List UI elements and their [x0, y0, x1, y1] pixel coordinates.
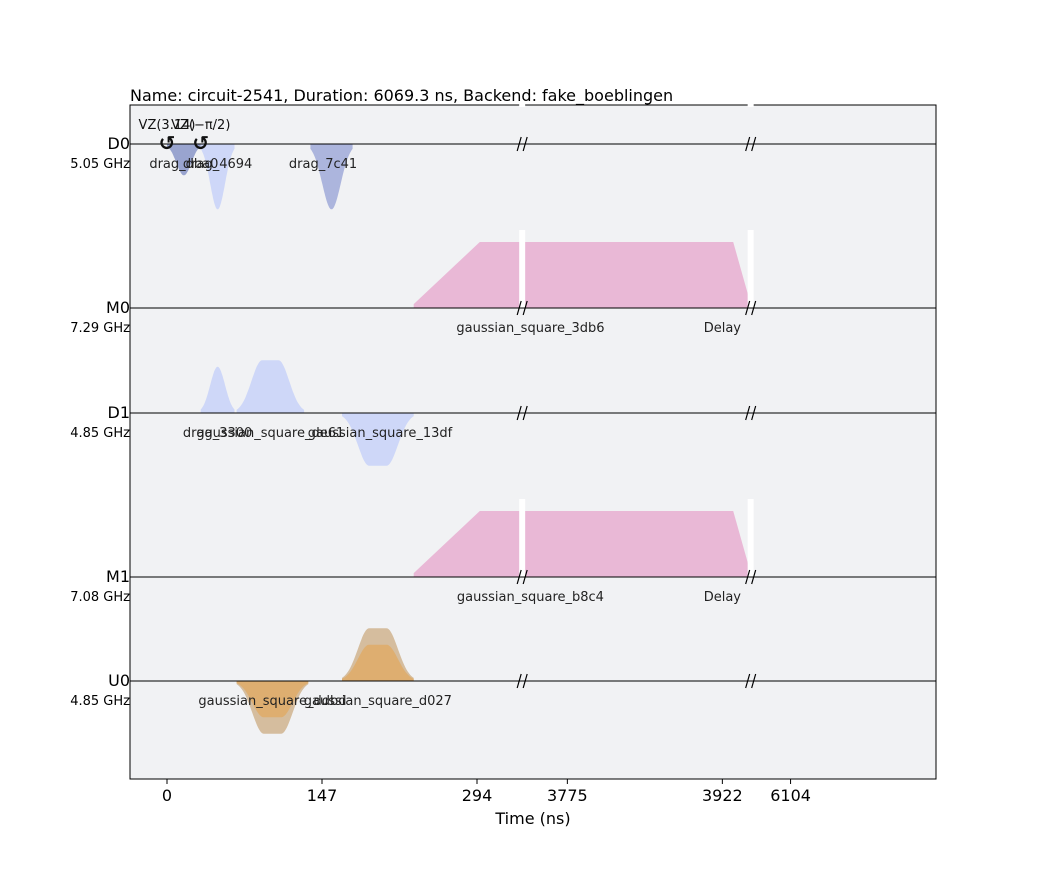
pulse-label-gaussian-square-b8c4: gaussian_square_b8c4 — [457, 590, 604, 605]
axis-break-mark-m0-0b — [522, 300, 528, 316]
x-tick-label-3775: 3775 — [547, 786, 588, 805]
axis-break-mark-u0-0a — [516, 673, 522, 689]
pulse-gaussian-square-d027-real — [342, 644, 414, 681]
pulse-drag-3300 — [200, 366, 235, 413]
axis-break-gap-m1-0 — [519, 499, 526, 577]
pulse-drag-4694 — [200, 144, 235, 210]
channel-name-d1: D1 — [108, 403, 131, 422]
axis-break-mark-m1-1b — [751, 569, 757, 585]
delay-label-m1-0: Delay — [704, 590, 742, 605]
axis-break-mark-d1-1a — [745, 405, 751, 421]
channel-freq-d1: 4.85 GHz — [70, 426, 130, 441]
chart-title: Name: circuit-2541, Duration: 6069.3 ns,… — [130, 86, 673, 106]
x-tick-label-6104: 6104 — [770, 786, 811, 805]
x-axis-title: Time (ns) — [494, 809, 570, 828]
axis-break-mark-d0-0b — [522, 136, 528, 152]
x-axis: 0 147 294 3775 3922 6104 — [162, 779, 811, 805]
x-tick-label-147: 147 — [307, 786, 338, 805]
axis-break-mark-u0-1a — [745, 673, 751, 689]
channel-name-d0: D0 — [108, 134, 131, 153]
pulse-gaussian-square-3db6 — [413, 242, 751, 308]
channel-freq-d0: 5.05 GHz — [70, 157, 130, 172]
pulse-gaussian-square-13df — [342, 413, 414, 466]
pulse-label-drag-7c41: drag_7c41 — [289, 157, 357, 172]
pulse-gaussian-square-ddbd-real — [236, 681, 309, 718]
pulse-gaussian-square-b8c4 — [413, 511, 751, 577]
pulse-label-gaussian-square-13df: gaussian_square_13df — [308, 426, 453, 441]
axis-break-gap-m0-0 — [519, 230, 526, 308]
pulse-label-gaussian-square-d027: gaussian_square_d027 — [304, 694, 452, 709]
pulse-gaussian-square-de61 — [236, 360, 305, 413]
phase-op-label-d0-0: VZ(3.14) — [139, 118, 196, 133]
axis-break-mark-m1-0a — [516, 569, 522, 585]
delay-label-m0-0: Delay — [704, 321, 742, 336]
x-tick-label-3922: 3922 — [702, 786, 743, 805]
pulse-label-gaussian-square-de61: gaussian_square_de61 — [196, 426, 344, 441]
axis-break-region-1 — [748, 102, 754, 779]
pulse-drag-7c41 — [310, 144, 353, 210]
axis-break-mark-d0-0a — [516, 136, 522, 152]
phase-op-icon-d0-1: ↺ — [192, 131, 209, 155]
phase-op-label-d0-1: VZ(−π/2) — [171, 118, 230, 133]
axis-break-mark-m1-1a — [745, 569, 751, 585]
phase-op-icon-d0-0: ↺ — [159, 131, 176, 155]
axis-break-region-0 — [519, 102, 525, 779]
pulse-label-drag-3300: drag_3300 — [183, 426, 252, 441]
pulse-label-drag-4694: drag_4694 — [183, 157, 252, 172]
channel-name-u0: U0 — [108, 671, 130, 690]
axis-break-mark-d1-0a — [516, 405, 522, 421]
channel-name-m1: M1 — [106, 567, 130, 586]
axis-break-top-1 — [747, 103, 754, 107]
channel-freq-m1: 7.08 GHz — [70, 590, 130, 605]
x-tick-label-294: 294 — [462, 786, 493, 805]
pulses-layer — [167, 144, 754, 734]
channel-freq-u0: 4.85 GHz — [70, 694, 130, 709]
axis-break-mark-d0-1a — [745, 136, 751, 152]
plot-area — [129, 104, 937, 780]
axis-break-mark-m0-1a — [745, 300, 751, 316]
channel-lines-layer — [130, 102, 936, 779]
pulse-drag-dba0 — [167, 144, 201, 176]
pulse-label-drag-dba0: drag_dba0 — [149, 157, 218, 172]
axis-break-mark-d0-1b — [751, 136, 757, 152]
axis-break-gap-m0-1 — [747, 230, 754, 308]
axis-break-mark-u0-1b — [751, 673, 757, 689]
pulse-label-gaussian-square-ddbd: gaussian_square_ddbd — [198, 694, 346, 709]
pulse-label-gaussian-square-3db6: gaussian_square_3db6 — [456, 321, 604, 336]
channel-freq-m0: 7.29 GHz — [70, 321, 130, 336]
axis-break-gap-m1-1 — [747, 499, 754, 577]
axis-break-top-0 — [519, 103, 526, 107]
channel-name-m0: M0 — [106, 298, 130, 317]
axis-break-mark-m1-0b — [522, 569, 528, 585]
axis-break-mark-d1-1b — [751, 405, 757, 421]
axis-break-mark-m0-1b — [751, 300, 757, 316]
x-tick-label-0: 0 — [162, 786, 172, 805]
axis-break-mark-u0-0b — [522, 673, 528, 689]
axis-break-mark-m0-0a — [516, 300, 522, 316]
axis-break-mark-d1-0b — [522, 405, 528, 421]
